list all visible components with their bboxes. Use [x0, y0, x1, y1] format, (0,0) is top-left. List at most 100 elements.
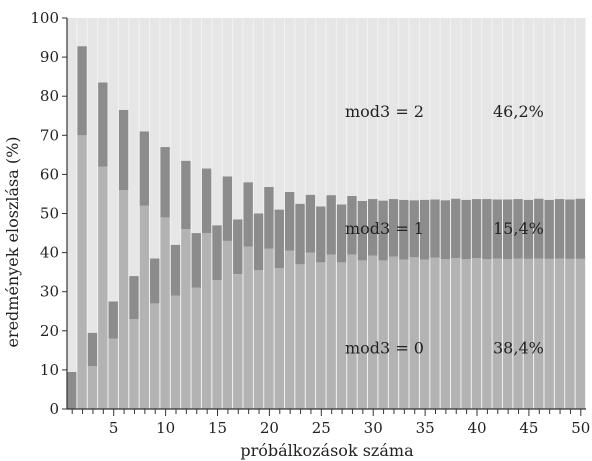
bar-segment-mod3-0-21: [275, 268, 284, 409]
y-tick-label-80: 80: [40, 87, 59, 105]
bar-segment-mod3-0-49: [565, 259, 574, 409]
y-tick-label-100: 100: [30, 9, 59, 27]
bar-segment-mod3-1-11: [171, 245, 180, 296]
bar-segment-mod3-0-7: [129, 319, 138, 409]
bar-segment-mod3-2-7: [129, 18, 138, 276]
bar-segment-mod3-0-25: [316, 262, 325, 409]
bar-segment-mod3-2-36: [430, 18, 439, 199]
bar-segment-mod3-2-6: [119, 18, 128, 110]
bar-segment-mod3-2-21: [275, 18, 284, 210]
y-tick-label-20: 20: [40, 322, 59, 340]
bar-segment-mod3-1-14: [202, 169, 211, 234]
bar-segment-mod3-0-41: [482, 259, 491, 409]
bar-segment-mod3-1-4: [98, 83, 107, 167]
bar-segment-mod3-0-34: [410, 257, 419, 409]
bar-segment-mod3-2-13: [192, 18, 201, 233]
region-percent-mod3-0: 38,4%: [493, 338, 544, 357]
bar-segment-mod3-2-14: [202, 18, 211, 169]
bar-segment-mod3-1-39: [461, 200, 470, 259]
bar-segment-mod3-2-9: [150, 18, 159, 258]
bar-segment-mod3-0-10: [160, 217, 169, 409]
bar-segment-mod3-2-48: [555, 18, 564, 199]
bar-segment-mod3-2-41: [482, 18, 491, 199]
bar-segment-mod3-1-2: [77, 46, 86, 135]
bar-segment-mod3-1-37: [441, 200, 450, 259]
bar-segment-mod3-1-22: [285, 192, 294, 251]
bar-segment-mod3-1-47: [544, 200, 553, 259]
y-tick-label-0: 0: [49, 400, 59, 418]
y-tick-label-70: 70: [40, 126, 59, 144]
bar-segment-mod3-0-13: [192, 288, 201, 409]
region-label-mod3-1: mod3 = 1: [345, 219, 424, 238]
bar-segment-mod3-1-23: [295, 204, 304, 265]
bar-segment-mod3-0-2: [77, 135, 86, 409]
bar-segment-mod3-0-35: [420, 260, 429, 409]
y-tick-label-30: 30: [40, 283, 59, 301]
bar-segment-mod3-1-41: [482, 199, 491, 259]
x-tick-label-20: 20: [260, 419, 279, 437]
bar-segment-mod3-0-39: [461, 259, 470, 409]
bar-segment-mod3-2-22: [285, 18, 294, 192]
bar-segment-mod3-1-24: [306, 195, 315, 253]
region-percent-mod3-2: 46,2%: [493, 102, 544, 121]
bar-segment-mod3-1-8: [140, 131, 149, 205]
bar-segment-mod3-0-18: [243, 247, 252, 409]
region-percent-mod3-1: 15,4%: [493, 219, 544, 238]
bar-segment-mod3-0-5: [109, 339, 118, 409]
bar-segment-mod3-2-38: [451, 18, 460, 199]
x-tick-label-25: 25: [312, 419, 331, 437]
x-tick-label-40: 40: [467, 419, 486, 437]
bar-segment-mod3-0-23: [295, 264, 304, 409]
x-tick-label-50: 50: [571, 419, 590, 437]
bar-segment-mod3-1-21: [275, 210, 284, 269]
bar-segment-mod3-0-4: [98, 167, 107, 409]
bar-segment-mod3-0-11: [171, 296, 180, 409]
bar-segment-mod3-0-47: [544, 259, 553, 409]
bar-segment-mod3-2-25: [316, 18, 325, 206]
bar-segment-mod3-2-20: [264, 18, 273, 187]
bar-segment-mod3-1-7: [129, 276, 138, 319]
bar-segment-mod3-0-33: [399, 260, 408, 409]
bar-segment-mod3-2-11: [171, 18, 180, 245]
region-label-mod3-2: mod3 = 2: [345, 102, 424, 121]
bar-segment-mod3-2-8: [140, 18, 149, 131]
bar-segment-mod3-0-19: [254, 270, 263, 409]
bar-segment-mod3-0-44: [513, 258, 522, 409]
bar-segment-mod3-1-36: [430, 199, 439, 257]
bar-segment-mod3-2-47: [544, 18, 553, 200]
bar-segment-mod3-1-10: [160, 147, 169, 217]
bar-segment-mod3-0-9: [150, 303, 159, 409]
bar-segment-mod3-0-29: [358, 260, 367, 409]
x-axis-title: próbálkozások száma: [240, 441, 414, 460]
bar-segment-mod3-0-32: [389, 257, 398, 409]
bar-segment-mod3-0-43: [503, 259, 512, 409]
bar-segment-mod3-0-20: [264, 249, 273, 409]
bar-segment-mod3-2-40: [472, 18, 481, 199]
bar-segment-mod3-0-26: [327, 255, 336, 409]
bar-segment-mod3-0-8: [140, 206, 149, 409]
bar-segment-mod3-0-6: [119, 190, 128, 409]
bar-segment-mod3-1-3: [88, 333, 97, 366]
bar-segment-mod3-2-24: [306, 18, 315, 195]
bar-segment-mod3-0-46: [534, 258, 543, 409]
bar-segment-mod3-1-49: [565, 199, 574, 258]
bar-segment-mod3-2-5: [109, 18, 118, 301]
bar-segment-mod3-1-15: [212, 225, 221, 280]
bar-segment-mod3-1-38: [451, 199, 460, 258]
bar-segment-mod3-1-40: [472, 199, 481, 258]
bar-segment-mod3-1-50: [576, 199, 585, 259]
bar-segment-mod3-2-10: [160, 18, 169, 147]
bar-segment-mod3-2-37: [441, 18, 450, 200]
bar-segment-mod3-0-14: [202, 233, 211, 409]
bar-segment-mod3-2-19: [254, 18, 263, 214]
bar-segment-mod3-2-16: [223, 18, 232, 176]
x-tick-label-35: 35: [416, 419, 435, 437]
bar-segment-mod3-0-36: [430, 258, 439, 409]
y-tick-label-60: 60: [40, 165, 59, 183]
bar-segment-mod3-2-50: [576, 18, 585, 199]
bar-segment-mod3-2-49: [565, 18, 574, 199]
bar-segment-mod3-0-12: [181, 229, 190, 409]
x-tick-label-15: 15: [208, 419, 227, 437]
bar-segment-mod3-2-2: [77, 18, 86, 46]
bar-segment-mod3-0-15: [212, 280, 221, 409]
